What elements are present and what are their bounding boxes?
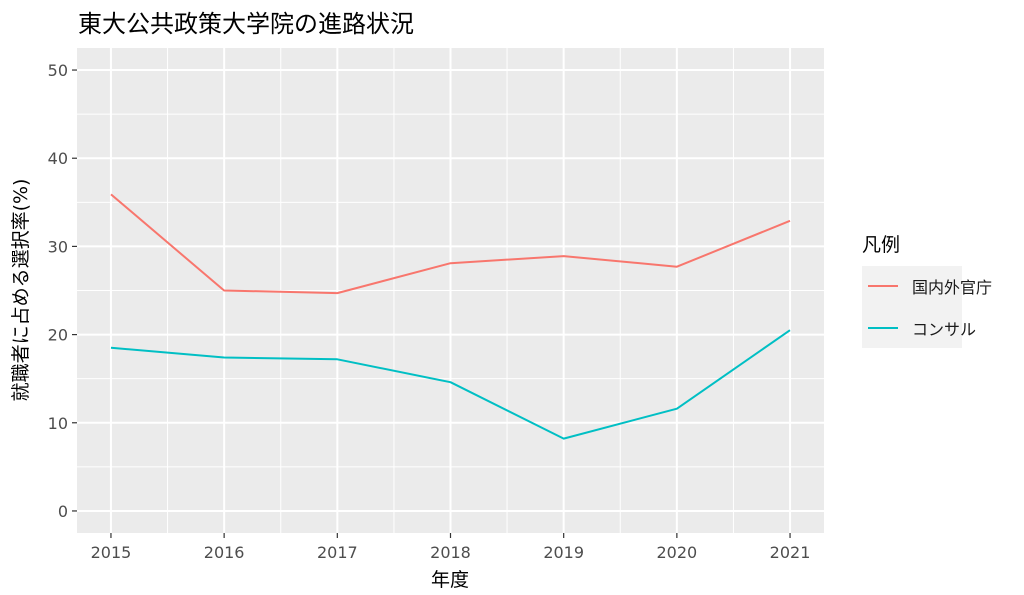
x-tick-label: 2019	[543, 543, 584, 562]
legend-label: 国内外官庁	[912, 278, 993, 297]
x-tick-label: 2015	[91, 543, 132, 562]
y-tick-label: 50	[48, 61, 68, 80]
y-tick-label: 10	[48, 414, 68, 433]
chart-title: 東大公共政策大学院の進路状況	[78, 10, 414, 38]
x-tick-label: 2017	[317, 543, 358, 562]
y-tick-label: 40	[48, 149, 68, 168]
legend-label: コンサル	[912, 320, 977, 339]
series-line-1	[110, 193, 791, 295]
legend-title: 凡例	[862, 234, 901, 256]
legend-item-kancho: 国内外官庁	[862, 272, 1002, 300]
x-tick-label: 2021	[770, 543, 811, 562]
x-tick-label: 2020	[657, 543, 698, 562]
y-axis-title: 就職者に占める選択率(%)	[10, 179, 32, 402]
legend: 国内外官庁 コンサル	[862, 266, 992, 348]
x-axis-title: 年度	[431, 569, 469, 591]
x-tick-label: 2016	[204, 543, 245, 562]
y-tick-label: 0	[58, 502, 68, 521]
x-axis: 2015 2016 2017 2018 2019 2020 2021	[91, 533, 811, 562]
y-axis: 0 10 20 30 40 50	[48, 61, 77, 521]
legend-item-consul: コンサル	[862, 314, 1002, 342]
legend-key	[866, 317, 900, 339]
x-tick-label: 2018	[430, 543, 471, 562]
series-layer	[110, 193, 791, 440]
y-tick-label: 20	[48, 326, 68, 345]
y-tick-label: 30	[48, 237, 68, 256]
series-line-2	[110, 329, 791, 440]
legend-key	[866, 275, 900, 297]
